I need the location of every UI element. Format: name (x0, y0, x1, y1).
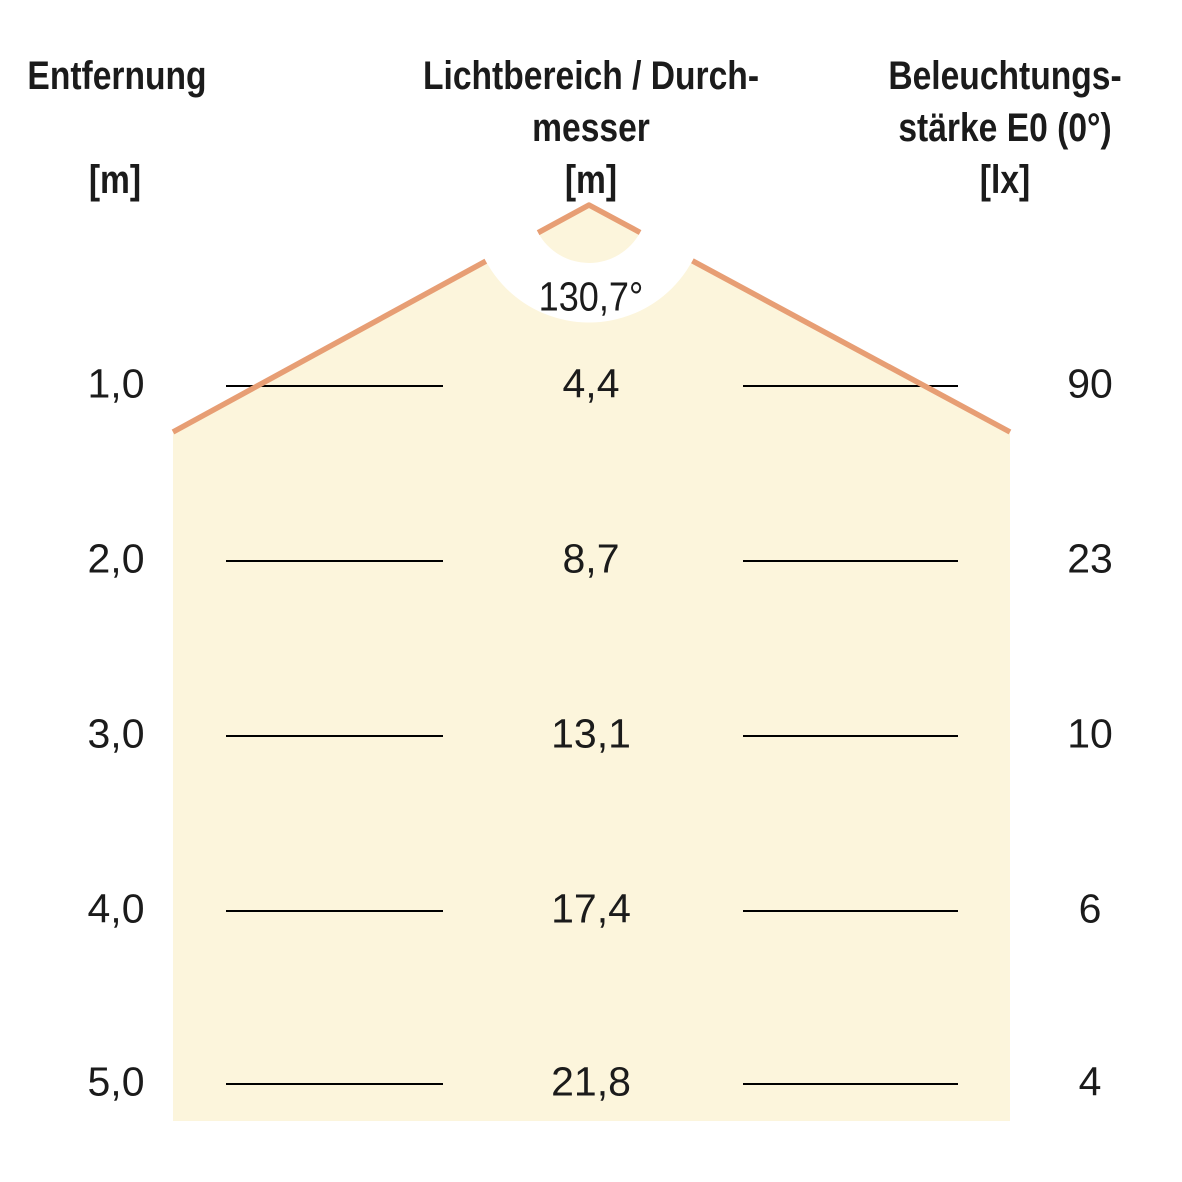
row-illuminance-value: 6 (1078, 885, 1102, 932)
col3-unit: [lx] (979, 158, 1031, 202)
row-illuminance-value: 23 (1067, 535, 1113, 582)
row-diameter-value: 4,4 (562, 360, 620, 407)
row-diameter-value: 17,4 (551, 885, 631, 932)
row-distance-value: 4,0 (87, 885, 145, 932)
row-distance-value: 1,0 (87, 360, 145, 407)
beam-edge-left (171, 258, 488, 435)
col2-unit: [m] (564, 158, 618, 202)
row-diameter-value: 21,8 (551, 1058, 631, 1105)
col3-title-line2: stärke E0 (0°) (898, 106, 1112, 150)
row-diameter-value: 8,7 (562, 535, 620, 582)
row-illuminance-value: 4 (1078, 1058, 1102, 1105)
apex-wedge-edges (536, 202, 642, 236)
col1-title: Entfernung (27, 54, 207, 98)
row-distance-value: 2,0 (87, 535, 145, 582)
beam-angle-label: 130,7° (538, 273, 644, 320)
col1-unit: [m] (88, 158, 142, 202)
row-illuminance-value: 10 (1067, 710, 1113, 757)
beam-edge-right (691, 258, 1012, 435)
col3-title-line1: Beleuchtungs- (888, 54, 1122, 98)
row-illuminance-value: 90 (1067, 360, 1113, 407)
row-distance-value: 5,0 (87, 1058, 145, 1105)
beam-edges (171, 202, 1012, 435)
row-diameter-value: 13,1 (551, 710, 631, 757)
col2-title-line2: messer (532, 106, 650, 150)
light-cone-fill (173, 205, 1010, 1121)
row-distance-value: 3,0 (87, 710, 145, 757)
col2-title-line1: Lichtbereich / Durch- (422, 54, 760, 98)
